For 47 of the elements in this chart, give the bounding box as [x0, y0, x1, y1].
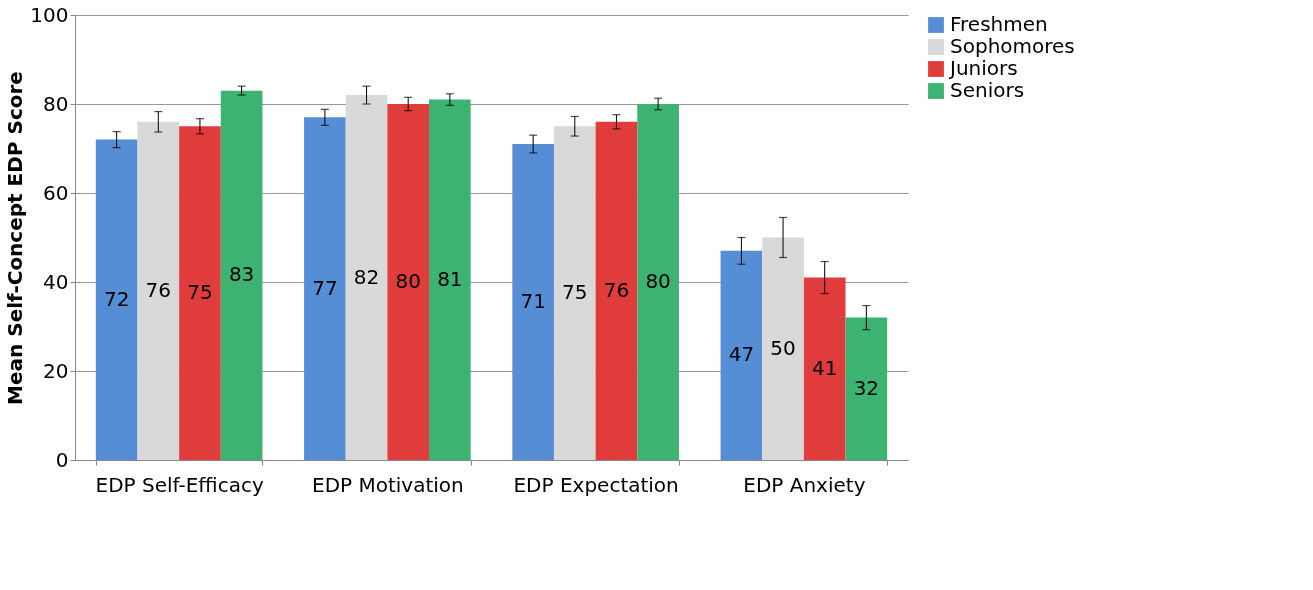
bar	[304, 117, 346, 460]
y-tick-label: 60	[43, 180, 69, 205]
legend-label: Freshmen	[950, 12, 1048, 36]
data-label: 75	[187, 280, 213, 305]
bar	[845, 317, 888, 460]
bar	[762, 237, 804, 460]
data-label: 32	[853, 375, 880, 400]
y-tick-label: 40	[43, 269, 69, 294]
data-label: 47	[728, 342, 755, 367]
data-label: 83	[228, 262, 255, 287]
x-tick-label: EDP Expectation	[513, 472, 679, 497]
data-label: 82	[353, 264, 380, 289]
y-tick-label: 0	[55, 447, 69, 472]
data-label: 71	[520, 289, 546, 314]
legend-label: Seniors	[950, 78, 1025, 102]
y-tick-label: 80	[43, 91, 69, 116]
data-label: 76	[603, 277, 630, 302]
bar	[95, 139, 138, 460]
data-label: 77	[312, 275, 338, 300]
bar	[803, 277, 846, 460]
y-tick-label: 100	[30, 2, 69, 27]
bar	[720, 250, 763, 460]
data-label: 50	[770, 335, 796, 360]
data-label: 76	[145, 277, 172, 302]
x-tick-label: EDP Self-Efficacy	[95, 472, 264, 497]
x-tick-label: EDP Anxiety	[743, 472, 866, 497]
legend-label: Sophomores	[950, 34, 1075, 58]
bar	[637, 104, 679, 460]
data-label: 81	[437, 266, 463, 291]
x-tick-label: EDP Motivation	[312, 472, 464, 497]
data-label: 72	[103, 286, 130, 311]
bar	[220, 90, 263, 460]
bar	[595, 121, 638, 460]
data-label: 80	[645, 269, 671, 293]
legend-label: Juniors	[948, 56, 1018, 80]
data-label: 80	[395, 269, 421, 293]
bar	[429, 99, 471, 460]
data-label: 75	[562, 280, 588, 305]
data-label: 41	[811, 355, 838, 380]
bar	[553, 126, 596, 460]
bar	[137, 121, 180, 460]
bar	[512, 144, 554, 460]
bar	[179, 126, 221, 460]
bar	[345, 95, 388, 460]
y-tick-label: 20	[43, 358, 69, 383]
y-axis-title: Mean Self-Concept EDP Score	[3, 71, 28, 405]
bar	[387, 104, 430, 460]
